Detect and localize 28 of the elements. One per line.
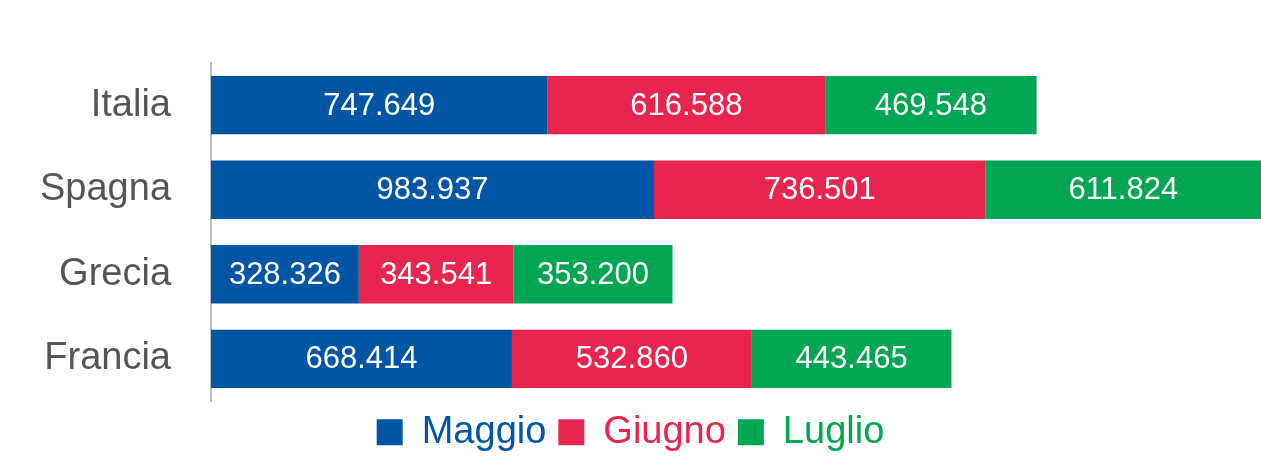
bar <box>653 160 986 219</box>
data-label: 353.200 <box>536 255 650 291</box>
bar <box>511 329 752 389</box>
bar <box>211 75 548 135</box>
y-tick-label: Italia <box>90 81 172 124</box>
data-label: 616.588 <box>630 86 743 122</box>
y-tick-label: Francia <box>44 335 172 378</box>
data-label: 983.937 <box>376 171 489 207</box>
bar <box>751 329 952 389</box>
data-label: 343.541 <box>380 255 493 291</box>
bar <box>985 160 1261 219</box>
legend-label: Luglio <box>782 408 885 451</box>
data-label: 532.860 <box>575 340 688 376</box>
legend-label: Giugno <box>603 408 726 451</box>
data-label: 736.501 <box>763 171 876 207</box>
y-tick-label: Grecia <box>59 250 172 293</box>
data-label: 747.649 <box>323 86 436 122</box>
legend-label: Maggio <box>421 408 547 451</box>
data-label: 443.465 <box>795 340 908 376</box>
y-tick-label: Spagna <box>40 166 172 209</box>
data-label: 668.414 <box>305 340 418 376</box>
bar <box>211 160 654 219</box>
data-label: 469.548 <box>874 86 987 122</box>
data-label: 611.824 <box>1068 171 1179 207</box>
bar <box>825 75 1037 135</box>
bar <box>547 75 826 135</box>
bar <box>211 329 512 389</box>
data-label: 328.326 <box>228 255 341 291</box>
